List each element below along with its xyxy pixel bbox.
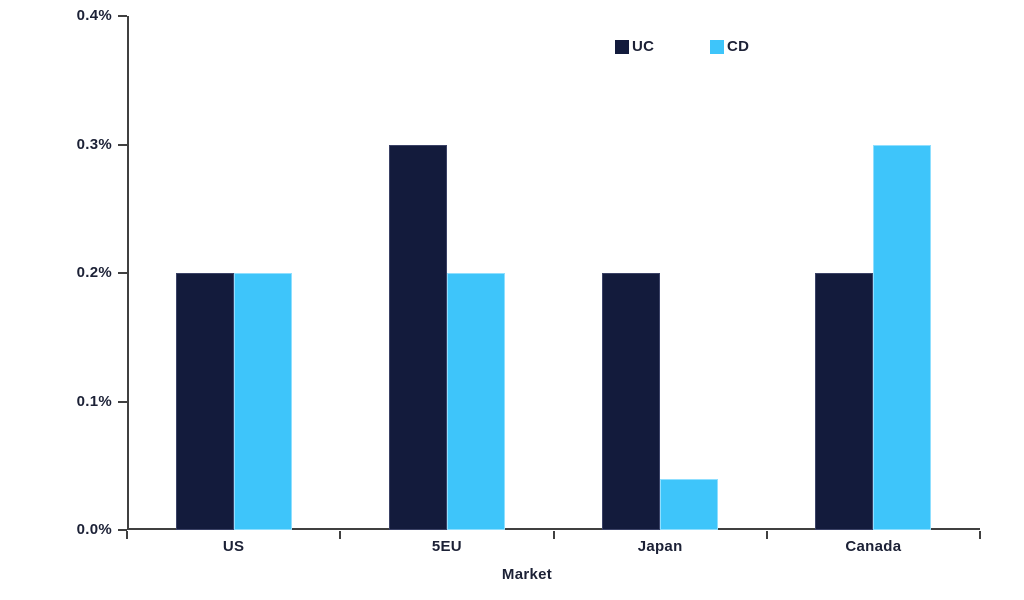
y-tick-mark	[118, 272, 127, 274]
legend-label-cd: CD	[727, 38, 750, 55]
x-tick-mark	[765, 531, 768, 539]
x-category-label-us: US	[222, 538, 245, 555]
y-tick-mark	[118, 400, 127, 403]
legend-item-cd: CD	[710, 39, 749, 55]
x-tick-mark	[552, 531, 555, 539]
plot-area	[127, 16, 980, 530]
y-tick-label-0-2-: 0.2%	[76, 264, 112, 281]
bar-uc-canada	[815, 273, 874, 530]
bar-cd-us	[233, 273, 292, 530]
legend-swatch-uc	[615, 40, 629, 54]
legend-item-uc: UC	[615, 39, 654, 55]
y-tick-mark	[118, 529, 127, 531]
y-tick-label-0-0-: 0.0%	[76, 521, 112, 538]
legend-swatch-cd	[710, 40, 724, 54]
y-tick-label-0-4-: 0.4%	[76, 7, 112, 24]
y-tick-mark	[118, 15, 127, 17]
x-axis-title: Market	[501, 566, 553, 583]
y-tick-mark	[118, 143, 127, 146]
bar-uc-japan	[602, 273, 661, 530]
bar-uc-us	[175, 273, 234, 530]
bar-uc-5eu	[388, 144, 447, 530]
y-tick-label-0-3-: 0.3%	[76, 135, 112, 153]
bar-cd-canada	[873, 144, 932, 530]
y-tick-label-0-1-: 0.1%	[76, 392, 112, 410]
x-category-label-5eu: 5EU	[431, 538, 462, 555]
x-tick-mark	[979, 531, 981, 539]
legend-label-uc: UC	[632, 38, 655, 55]
x-category-label-canada: Canada	[845, 538, 902, 555]
bar-cd-5eu	[446, 273, 505, 530]
bar-cd-japan	[660, 478, 719, 530]
x-tick-mark	[126, 531, 128, 539]
x-category-label-japan: Japan	[637, 538, 683, 555]
x-tick-mark	[339, 531, 342, 539]
